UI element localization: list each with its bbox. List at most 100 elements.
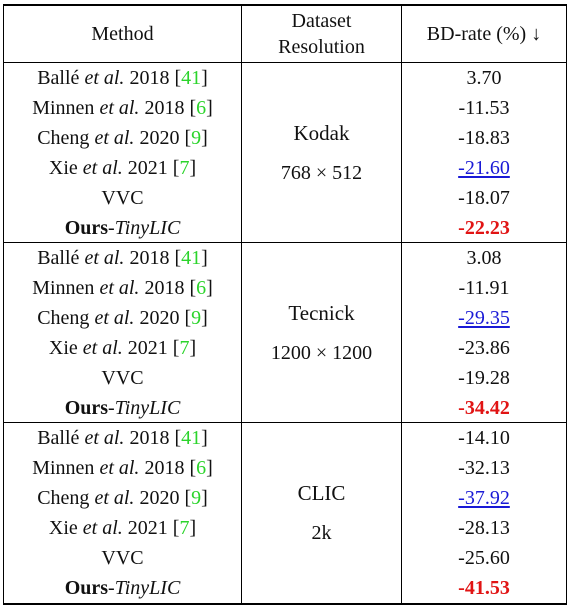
bdrate-cell: -25.60 xyxy=(402,543,566,573)
method-name: VVC xyxy=(101,546,144,569)
method-cell: Xie et al. 2021 [7] xyxy=(48,516,197,539)
method-cell: Ours - TinyLIC xyxy=(4,573,241,603)
citation-ref: 7 xyxy=(179,516,190,539)
bdrate-cell: -37.92 xyxy=(402,483,566,513)
bdrate-cell: 3.70 xyxy=(402,63,566,93)
bdrate-cell: -29.35 xyxy=(402,303,566,333)
ours-label: Ours xyxy=(64,396,109,419)
method-etal: et al. xyxy=(94,306,135,329)
header-dataset: Dataset Resolution xyxy=(242,6,401,62)
dataset-name: Kodak xyxy=(293,121,350,145)
bdrate-value: -11.91 xyxy=(458,276,510,299)
citation-ref: 6 xyxy=(196,96,207,119)
method-cell: Xie et al. 2021 [7] xyxy=(48,156,197,179)
header-dataset-line1: Dataset xyxy=(291,10,352,32)
method-cell: Ballé et al. 2018 [41] xyxy=(37,66,208,89)
bdrate-value: -18.07 xyxy=(458,186,510,209)
method-etal: et al. xyxy=(82,516,123,539)
method-author: Ballé xyxy=(37,426,80,449)
method-etal: et al. xyxy=(99,96,140,119)
header-bdrate-label: BD-rate (%) ↓ xyxy=(426,23,542,45)
method-author: Ballé xyxy=(37,66,80,89)
bdrate-value: 3.08 xyxy=(466,246,502,269)
bdrate-value: 3.70 xyxy=(466,66,502,89)
method-etal: et al. xyxy=(84,426,125,449)
bdrate-cell: -18.83 xyxy=(402,123,566,153)
method-author: Cheng xyxy=(37,126,90,149)
bdrate-value: -41.53 xyxy=(458,576,510,599)
col-divider-2 xyxy=(401,4,402,605)
method-cell: Ballé et al. 2018 [41] xyxy=(37,246,208,269)
dataset-cell: CLIC 2k xyxy=(242,423,401,603)
dataset-name: Tecnick xyxy=(288,301,355,325)
dataset-name: CLIC xyxy=(297,481,346,505)
header-dataset-line2: Resolution xyxy=(278,36,365,58)
bdrate-cell: -11.91 xyxy=(402,273,566,303)
bdrate-value: -22.23 xyxy=(458,216,510,239)
citation-ref: 7 xyxy=(179,156,190,179)
citation-ref: 9 xyxy=(191,486,202,509)
method-author: Xie xyxy=(48,336,78,359)
ours-label: Ours xyxy=(64,216,109,239)
bdrate-value: -14.10 xyxy=(458,426,510,449)
bdrate-cell: -21.60 xyxy=(402,153,566,183)
method-year: 2021 xyxy=(127,516,168,539)
method-cell: Cheng et al. 2020 [9] xyxy=(37,486,208,509)
method-year: 2021 xyxy=(127,336,168,359)
header-rule xyxy=(3,62,567,63)
bdrate-value: -34.42 xyxy=(458,396,510,419)
bdrate-value: -37.92 xyxy=(458,486,510,509)
header-bdrate: BD-rate (%) ↓ xyxy=(402,6,566,62)
ours-name: TinyLIC xyxy=(114,216,181,239)
dataset-cell: Tecnick 1200 × 1200 xyxy=(242,243,401,423)
method-author: Minnen xyxy=(32,96,95,119)
method-year: 2018 xyxy=(129,246,170,269)
bdrate-cell: -23.86 xyxy=(402,333,566,363)
ours-name: TinyLIC xyxy=(114,576,181,599)
citation-ref: 7 xyxy=(179,336,190,359)
ours-separator: - xyxy=(108,576,115,599)
right-border xyxy=(566,4,567,605)
group-rule-2 xyxy=(3,422,567,423)
method-cell: Xie et al. 2021 [7] xyxy=(48,336,197,359)
citation-ref: 9 xyxy=(191,126,202,149)
method-etal: et al. xyxy=(94,126,135,149)
bdrate-value: -28.13 xyxy=(458,516,510,539)
bdrate-value: -11.53 xyxy=(458,96,510,119)
dataset-resolution: 768 × 512 xyxy=(280,162,363,184)
method-cell: Cheng et al. 2020 [9] xyxy=(37,306,208,329)
top-rule xyxy=(3,4,567,6)
method-cell: Cheng et al. 2020 [9] xyxy=(37,126,208,149)
method-year: 2020 xyxy=(139,126,180,149)
method-name: VVC xyxy=(101,366,144,389)
citation-ref: 41 xyxy=(181,246,202,269)
bdrate-cell: -18.07 xyxy=(402,183,566,213)
bdrate-value: -18.83 xyxy=(458,126,510,149)
method-cell: VVC xyxy=(4,543,241,573)
method-etal: et al. xyxy=(99,276,140,299)
method-year: 2018 xyxy=(144,456,185,479)
bdrate-cell: -41.53 xyxy=(402,573,566,603)
dataset-resolution: 1200 × 1200 xyxy=(270,342,373,364)
method-cell: Ballé et al. 2018 [41] xyxy=(37,426,208,449)
method-year: 2020 xyxy=(139,486,180,509)
citation-ref: 41 xyxy=(181,426,202,449)
method-etal: et al. xyxy=(82,156,123,179)
bdrate-cell: -14.10 xyxy=(402,423,566,453)
method-author: Ballé xyxy=(37,246,80,269)
method-cell: Minnen et al. 2018 [6] xyxy=(32,96,213,119)
bdrate-value: -19.28 xyxy=(458,366,510,389)
bdrate-value: -25.60 xyxy=(458,546,510,569)
method-year: 2018 xyxy=(144,96,185,119)
method-year: 2018 xyxy=(129,66,170,89)
ours-label: Ours xyxy=(64,576,109,599)
method-cell: Ours - TinyLIC xyxy=(4,393,241,423)
header-method-label: Method xyxy=(91,23,154,45)
citation-ref: 6 xyxy=(196,456,207,479)
bdrate-value: -32.13 xyxy=(458,456,510,479)
citation-ref: 41 xyxy=(181,66,202,89)
bdrate-cell: -32.13 xyxy=(402,453,566,483)
dataset-cell: Kodak 768 × 512 xyxy=(242,63,401,243)
dataset-resolution: 2k xyxy=(311,522,332,544)
